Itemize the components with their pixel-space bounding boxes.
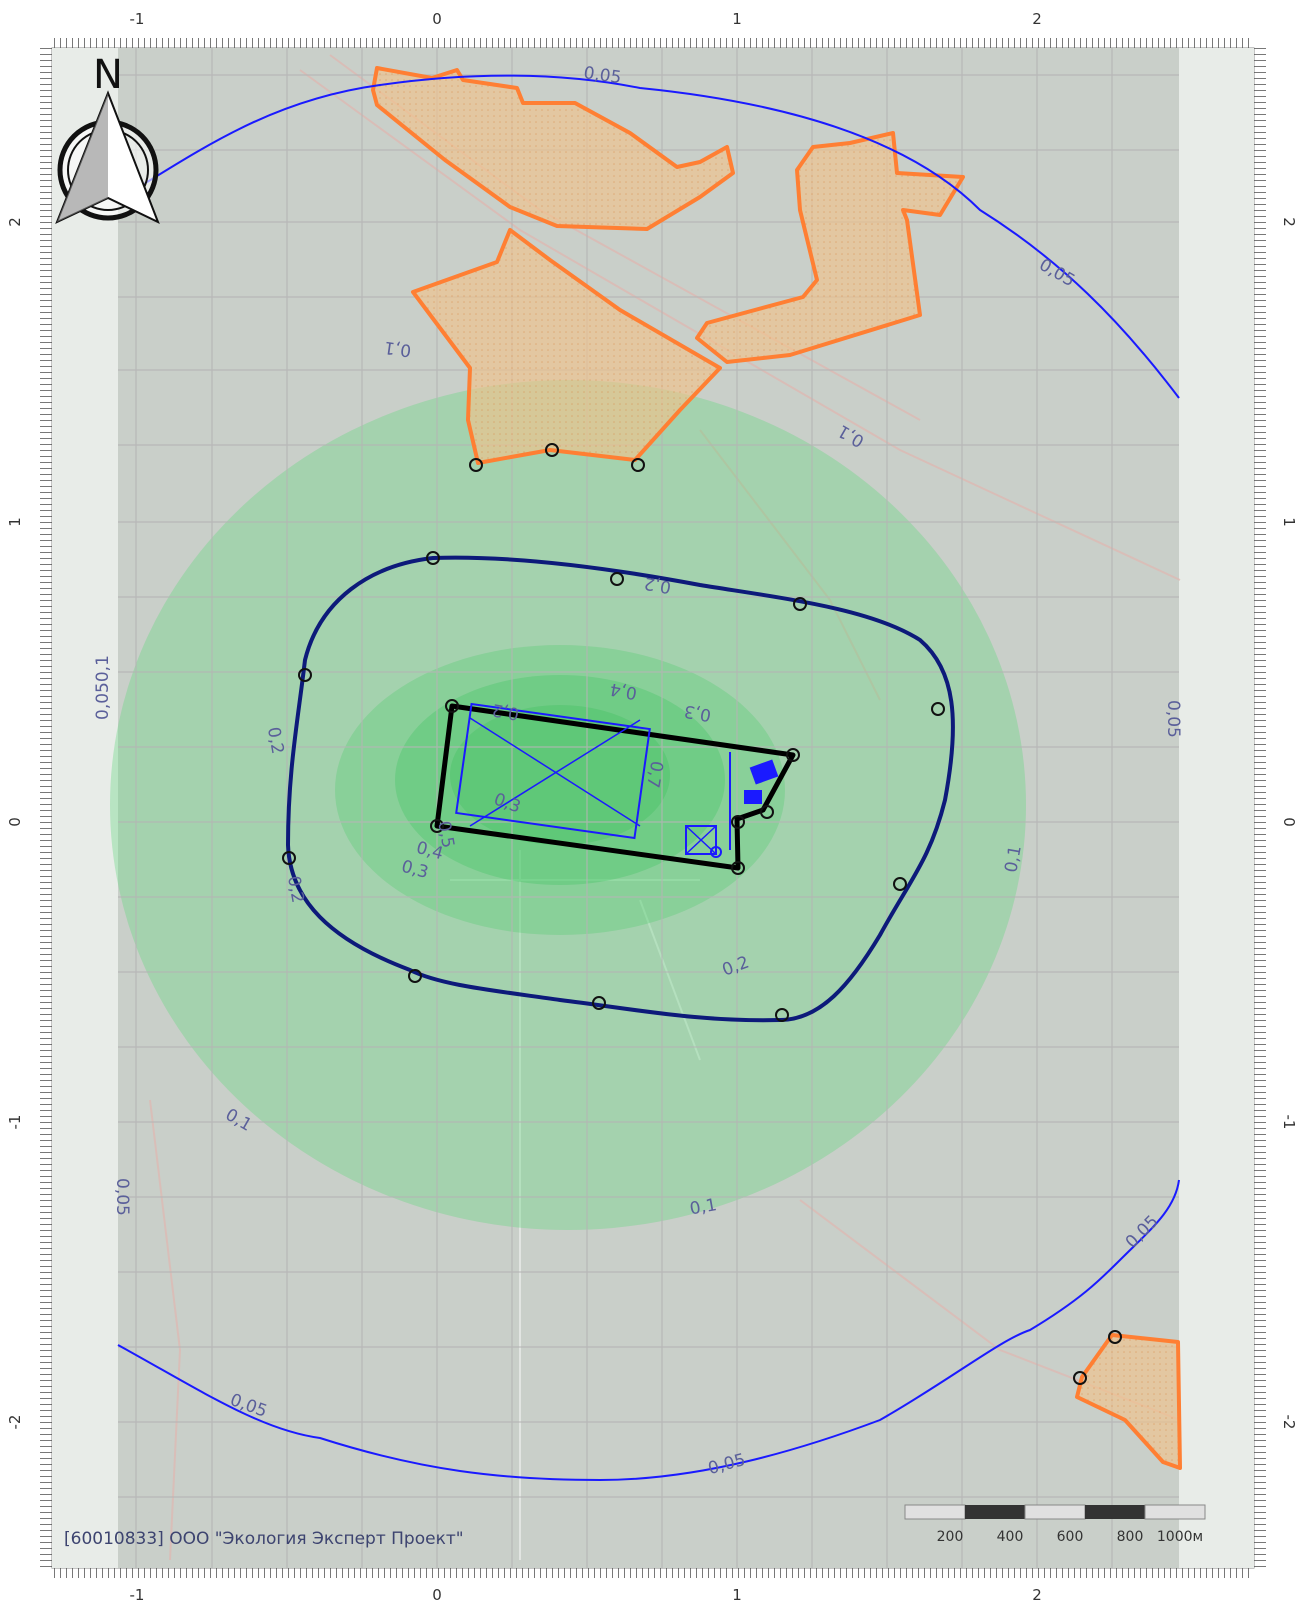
x-tick-label: -1 — [130, 10, 145, 28]
contour-label: 0,1 — [688, 1195, 718, 1219]
residential-zone-northeast — [695, 131, 965, 364]
y-tick-label: -2 — [1280, 1415, 1298, 1430]
contour-label: 0,1 — [1001, 844, 1025, 874]
y-tick-label: 2 — [1280, 217, 1298, 227]
y-tick-label: -1 — [1280, 1115, 1298, 1130]
contour-labels: 0,05 0,05 0,1 0,1 0,050,1 0,05 0,2 0,2 0… — [93, 63, 1183, 1479]
x-tick-label: 2 — [1032, 1586, 1042, 1604]
scale-label: 600 — [1057, 1529, 1084, 1545]
basemap — [118, 48, 1179, 1568]
isolines — [117, 74, 1180, 1482]
map-credit: [60010833] ООО "Экология Эксперт Проект" — [64, 1529, 464, 1549]
contour-label: 0,2 — [283, 874, 307, 904]
x-tick-label: -1 — [130, 1586, 145, 1604]
y-tick-label: 0 — [1280, 817, 1298, 827]
contour-label: 0,5 — [433, 820, 457, 850]
isoline-0-05-south — [117, 1179, 1180, 1482]
y-tick-label: -2 — [6, 1415, 24, 1430]
contour-label: 0,2 — [643, 572, 673, 596]
y-tick-label: 1 — [6, 517, 24, 527]
site-boundary — [434, 703, 796, 871]
isoline-0-05-north — [117, 74, 1180, 399]
contour-label: 0,05 — [112, 1178, 132, 1216]
site-building-small — [685, 825, 717, 855]
x-tick-label: 1 — [732, 1586, 742, 1604]
contour-label: 0,3 — [683, 700, 713, 724]
scale-label: 1000м — [1157, 1529, 1203, 1545]
scale-label: 200 — [937, 1529, 964, 1545]
y-tick-label: 0 — [6, 817, 24, 827]
contour-label: 0,2 — [263, 726, 287, 756]
axis-labels-bottom: -1 0 1 2 — [130, 1586, 1042, 1604]
basemap-margin-left — [52, 48, 118, 1568]
x-tick-label: 2 — [1032, 10, 1042, 28]
x-tick-label: 0 — [432, 10, 442, 28]
y-tick-label: -1 — [6, 1115, 24, 1130]
tick-bands — [40, 38, 1266, 1578]
concentration-zones — [110, 380, 1026, 1230]
site-building-large — [455, 702, 651, 840]
contour-label: 0,1 — [383, 337, 413, 361]
basemap-roads — [450, 850, 701, 1560]
scale-label: 800 — [1117, 1529, 1144, 1545]
industrial-site — [434, 702, 796, 871]
contour-label: 0,05 — [1163, 700, 1183, 738]
basemap-margin-right — [1179, 48, 1254, 1568]
axis-labels-right: 2 1 0 -1 -2 — [1280, 217, 1298, 1429]
axis-labels-top: -1 0 1 2 — [130, 10, 1042, 28]
contour-label: 0,2 — [491, 699, 521, 723]
x-tick-label: 0 — [432, 1586, 442, 1604]
scale-bar: 200 400 600 800 1000м — [904, 1504, 1206, 1545]
contour-label: 0,4 — [608, 679, 638, 703]
y-tick-label: 1 — [1280, 517, 1298, 527]
residential-zone-center — [411, 228, 722, 465]
north-arrow: N — [55, 52, 160, 224]
residential-zone-southeast — [1075, 1333, 1182, 1470]
zone-0-2 — [335, 645, 785, 935]
residential-zones — [371, 66, 1182, 1470]
residential-zone-north — [371, 66, 735, 231]
y-tick-label: 2 — [6, 217, 24, 227]
contour-label: 0,7 — [642, 759, 666, 789]
control-points — [282, 443, 1122, 1385]
axis-labels-left: 2 1 0 -1 -2 — [6, 217, 24, 1429]
north-letter: N — [93, 52, 123, 98]
contour-label: 0,050,1 — [93, 655, 113, 720]
x-tick-label: 1 — [732, 10, 742, 28]
scale-label: 400 — [997, 1529, 1024, 1545]
